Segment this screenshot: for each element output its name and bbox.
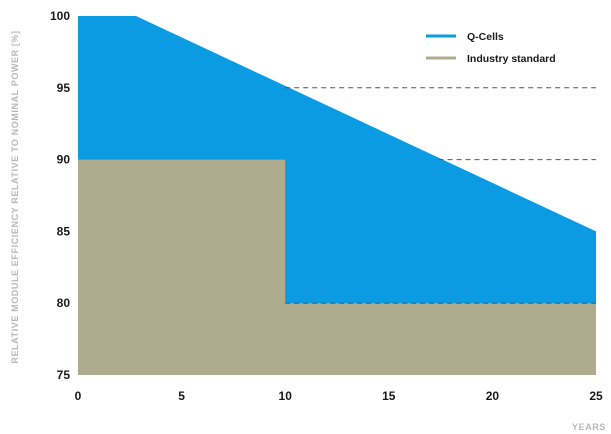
y-tick-label: 100 <box>50 9 70 23</box>
legend-label-industry-standard: Industry standard <box>467 53 556 65</box>
legend: Q-Cells Industry standard <box>426 31 556 65</box>
reference-lines <box>285 87 596 304</box>
area-industry-standard <box>78 159 596 375</box>
x-tick-label: 10 <box>279 389 293 403</box>
y-axis-title: RELATIVE MODULE EFFICIENCY RELATIVE TO N… <box>10 30 20 363</box>
y-tick-label: 95 <box>57 81 71 95</box>
x-tick-label: 0 <box>75 389 82 403</box>
y-tick-label: 75 <box>57 368 71 382</box>
x-tick-label: 5 <box>178 389 185 403</box>
x-axis-ticks: 0 5 10 15 20 25 <box>75 389 603 403</box>
legend-label-q-cells: Q-Cells <box>467 31 504 43</box>
y-tick-label: 80 <box>57 296 71 310</box>
y-axis-ticks: 75 80 85 90 95 100 <box>50 9 70 382</box>
x-tick-label: 20 <box>486 389 500 403</box>
x-axis-title: YEARS <box>572 422 606 432</box>
y-tick-label: 90 <box>57 153 71 167</box>
chart-areas <box>78 16 596 375</box>
x-tick-label: 15 <box>382 389 396 403</box>
x-tick-label: 25 <box>589 389 603 403</box>
y-tick-label: 85 <box>57 224 71 238</box>
